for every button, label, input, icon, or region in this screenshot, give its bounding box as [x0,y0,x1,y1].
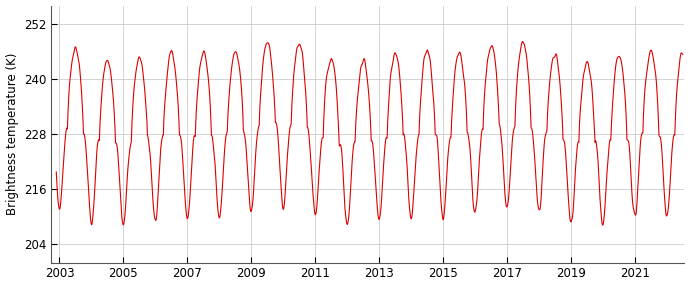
Y-axis label: Brightness temperature (K): Brightness temperature (K) [6,53,19,215]
